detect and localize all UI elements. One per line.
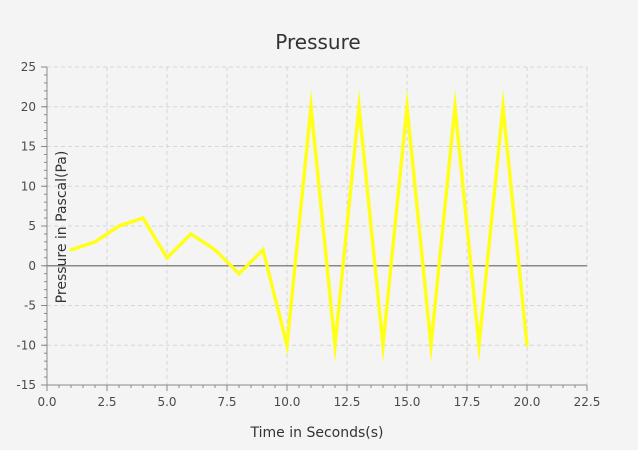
data-point bbox=[117, 224, 121, 228]
data-point bbox=[333, 343, 337, 347]
x-tick-label: 20.0 bbox=[514, 395, 541, 409]
data-point bbox=[285, 343, 289, 347]
y-tick-label: -15 bbox=[16, 378, 36, 392]
data-point bbox=[357, 105, 361, 109]
y-tick-label: 5 bbox=[28, 219, 36, 233]
data-point bbox=[525, 343, 529, 347]
x-tick-label: 15.0 bbox=[394, 395, 421, 409]
y-tick-label: 15 bbox=[21, 140, 36, 154]
y-tick-label: -10 bbox=[16, 338, 36, 352]
y-tick-label: 0 bbox=[28, 259, 36, 273]
data-point bbox=[453, 105, 457, 109]
y-axis-label: Pressure in Pascal(Pa) bbox=[54, 151, 70, 304]
data-point bbox=[501, 105, 505, 109]
series-line bbox=[70, 89, 529, 363]
data-point bbox=[309, 105, 313, 109]
grid bbox=[46, 66, 588, 386]
data-point bbox=[189, 232, 193, 236]
x-tick-label: 5.0 bbox=[157, 395, 176, 409]
tick-labels: 0.0 2.5 5.0 7.5 10.0 12.5 15.0 17.5 20.0 22.5 25 20… bbox=[16, 60, 600, 409]
data-point bbox=[381, 343, 385, 347]
data-point bbox=[165, 256, 169, 260]
y-tick-label: 10 bbox=[21, 179, 36, 193]
data-point bbox=[477, 343, 481, 347]
data-point bbox=[405, 105, 409, 109]
axes bbox=[41, 66, 588, 391]
data-point bbox=[261, 248, 265, 252]
series-layer bbox=[69, 89, 529, 363]
y-tick-label: -5 bbox=[24, 299, 36, 313]
x-tick-label: 22.5 bbox=[574, 395, 601, 409]
x-axis-label: Time in Seconds(s) bbox=[250, 425, 384, 441]
x-tick-label: 7.5 bbox=[217, 395, 236, 409]
data-point bbox=[213, 248, 217, 252]
y-tick-label: 25 bbox=[21, 60, 36, 74]
data-point bbox=[237, 272, 241, 276]
x-tick-label: 17.5 bbox=[454, 395, 481, 409]
chart-title: Pressure bbox=[275, 30, 360, 54]
x-tick-label: 10.0 bbox=[274, 395, 301, 409]
data-point bbox=[429, 343, 433, 347]
data-point bbox=[93, 240, 97, 244]
y-tick-label: 20 bbox=[21, 100, 36, 114]
x-tick-label: 0.0 bbox=[37, 395, 56, 409]
x-tick-label: 2.5 bbox=[97, 395, 116, 409]
data-point bbox=[141, 216, 145, 220]
x-tick-label: 12.5 bbox=[334, 395, 361, 409]
data-point bbox=[69, 248, 73, 252]
